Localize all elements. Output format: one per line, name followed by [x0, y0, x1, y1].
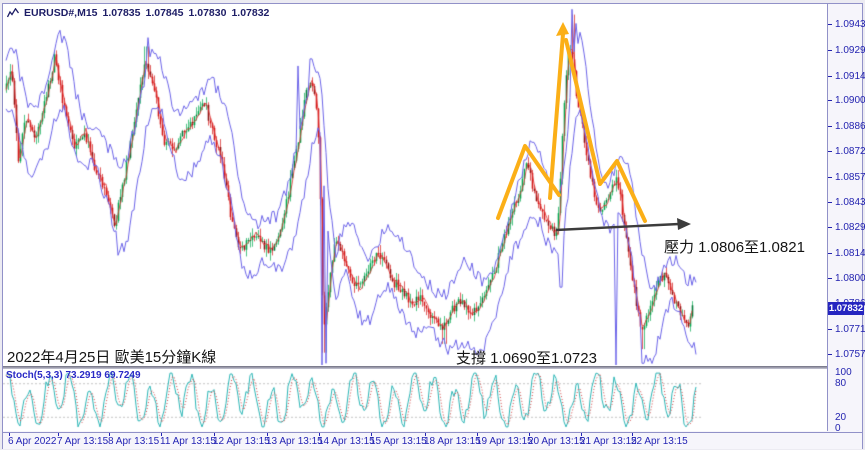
stochastic-pane[interactable]: Stoch(5,3,3) 73.2919 69.7249	[3, 369, 827, 431]
time-axis-label: 8 Apr 13:15	[108, 436, 160, 447]
time-axis-tick	[581, 433, 582, 436]
axis-divider	[827, 4, 828, 431]
stochastic-values: 73.2919 69.7249	[65, 370, 141, 381]
time-axis-label: 21 Apr 13:15	[580, 436, 637, 447]
chart-window: EURUSD#,M15 1.07835 1.07845 1.07830 1.07…	[2, 3, 865, 449]
price-axis-tick	[828, 227, 832, 228]
time-axis-label: 14 Apr 13:15	[318, 436, 375, 447]
time-axis-tick	[477, 433, 478, 436]
price-axis-label: 1.08575	[835, 171, 865, 183]
time-axis-tick	[161, 433, 162, 436]
stochastic-axis: 100 80 20 0	[828, 367, 864, 434]
price-axis-tick	[828, 353, 832, 355]
price-axis-label: 1.09145	[835, 70, 865, 82]
time-axis-tick	[319, 433, 320, 436]
time-axis-label: 22 Apr 13:15	[631, 436, 688, 447]
price-axis-label: 1.08860	[835, 121, 865, 133]
time-axis-label: 6 Apr 2022	[8, 436, 57, 447]
price-axis-label: 1.07715	[835, 323, 865, 335]
price-axis-label: 1.08430	[835, 197, 865, 209]
price-axis-label: 1.09435	[835, 19, 865, 31]
time-axis-tick	[425, 433, 426, 436]
price-axis-tick	[828, 328, 832, 330]
price-axis-label: 1.08000	[835, 273, 865, 285]
price-axis-tick	[828, 278, 832, 280]
main-chart-pane[interactable]: EURUSD#,M15 1.07835 1.07845 1.07830 1.07…	[3, 4, 827, 367]
stochastic-label: Stoch(5,3,3) 73.2919 69.7249	[6, 370, 141, 381]
price-axis-label: 1.09005	[835, 95, 865, 107]
time-axis-tick	[214, 433, 215, 436]
time-axis-tick	[9, 433, 10, 436]
price-axis-label: 1.07575	[835, 348, 865, 360]
price-axis-tick	[828, 50, 832, 52]
price-axis-label: 1.09290	[835, 45, 865, 57]
time-axis-label: 12 Apr 13:15	[213, 436, 270, 447]
time-axis-tick	[632, 433, 633, 436]
time-axis-label: 13 Apr 13:15	[266, 436, 323, 447]
price-axis-tick	[828, 75, 832, 77]
symbol-name: EURUSD#,M15	[24, 7, 98, 19]
support-annotation: 支撐 1.0690至1.0723	[456, 350, 597, 367]
quote-close: 1.07832	[231, 7, 270, 19]
time-axis-label: 7 Apr 13:15	[57, 436, 109, 447]
price-chart-canvas[interactable]	[3, 4, 827, 366]
stoch-scale-label: 80	[835, 378, 847, 390]
price-axis-label: 1.08145	[835, 247, 865, 259]
price-axis-tick	[828, 24, 832, 26]
stochastic-canvas[interactable]	[3, 369, 827, 431]
chart-icon	[7, 8, 19, 18]
time-axis-label: 15 Apr 13:15	[370, 436, 427, 447]
pane-separator[interactable]	[3, 366, 827, 369]
time-axis-tick	[109, 433, 110, 436]
time-axis-label: 20 Apr 13:15	[528, 436, 585, 447]
time-axis-tick	[267, 433, 268, 436]
price-axis-tick	[828, 126, 832, 128]
price-axis-tick	[828, 202, 832, 204]
price-axis-label: 1.08720	[835, 145, 865, 157]
time-axis-tick	[529, 433, 530, 436]
resistance-annotation: 壓力 1.0806至1.0821	[664, 239, 805, 256]
symbol-header: EURUSD#,M15 1.07835 1.07845 1.07830 1.07…	[7, 7, 269, 19]
quote-low: 1.07830	[188, 7, 227, 19]
date-annotation: 2022年4月25日 歐美15分鐘K線	[7, 349, 217, 366]
current-price-tag: 1.07832	[828, 302, 864, 316]
stoch-scale-label: 20	[835, 411, 847, 423]
price-axis-tick	[828, 150, 832, 152]
quote-open: 1.07835	[102, 7, 141, 19]
time-axis-label: 11 Apr 13:15	[160, 436, 216, 447]
stoch-scale-label: 0	[835, 423, 841, 434]
price-axis-tick	[828, 176, 832, 178]
time-axis[interactable]: 6 Apr 2022 7 Apr 13:15 8 Apr 13:15 11 Apr 1…	[3, 432, 862, 449]
time-axis-label: 19 Apr 13:15	[476, 436, 533, 447]
time-axis-tick	[58, 433, 59, 436]
stochastic-name: Stoch(5,3,3)	[6, 370, 63, 381]
time-axis-label: 18 Apr 13:15	[424, 436, 481, 447]
price-axis-tick	[828, 252, 832, 254]
quote-high: 1.07845	[145, 7, 184, 19]
price-axis-tick	[828, 100, 832, 102]
stoch-scale-label: 100	[835, 367, 852, 378]
time-axis-tick	[371, 433, 372, 436]
price-axis-label: 1.08290	[835, 222, 865, 233]
